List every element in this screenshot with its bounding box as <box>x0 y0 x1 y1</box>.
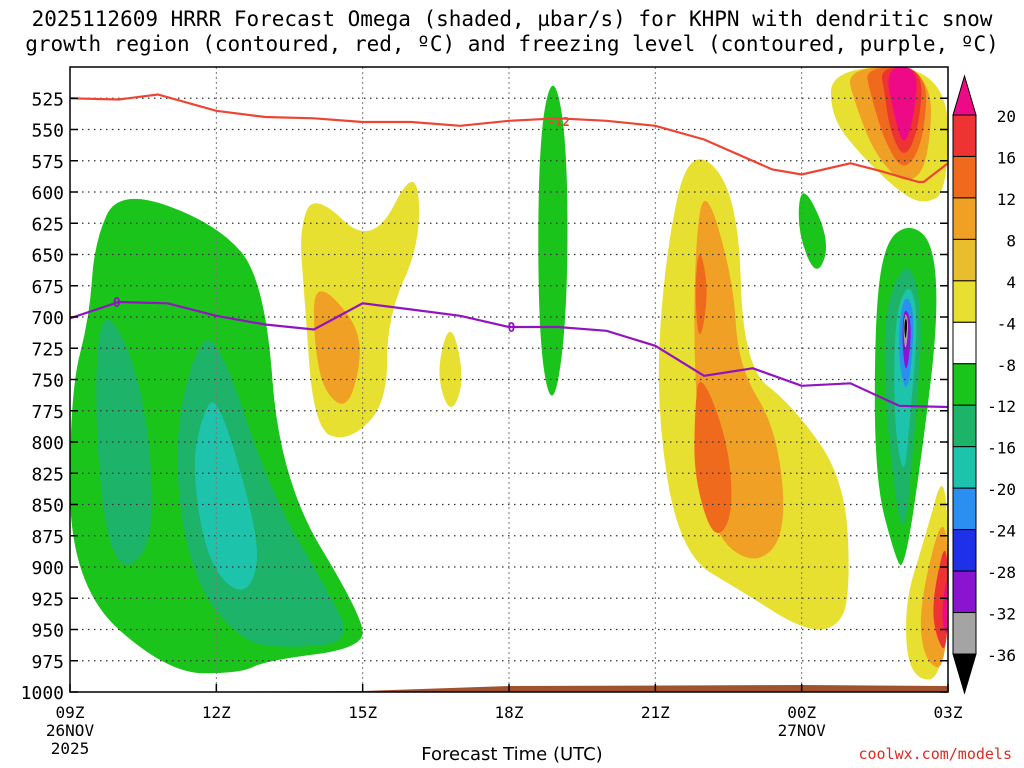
colorbar-label: 8 <box>1006 231 1016 250</box>
x-tick-label-21Z: 21Z <box>641 703 670 722</box>
dgz-contour-line <box>69 93 949 184</box>
colorbar-label: -8 <box>997 356 1016 375</box>
y-tick-label-725: 725 <box>31 339 64 360</box>
omega-region-magenta-br <box>942 582 948 633</box>
colorbar-top-triangle <box>952 74 977 116</box>
omega-region-cyan-left <box>194 402 257 590</box>
credit-text[interactable]: coolwx.com/models <box>858 745 1012 763</box>
colorbar-segment <box>952 155 977 199</box>
y-tick-label-850: 850 <box>31 496 64 517</box>
colorbar-label: 12 <box>997 190 1016 209</box>
colorbar-label: 4 <box>1006 273 1016 292</box>
y-tick-label-975: 975 <box>31 652 64 673</box>
dgz-contour-label: -12 <box>548 115 570 129</box>
colorbar-label: -32 <box>987 605 1016 624</box>
colorbar-label: -20 <box>987 480 1016 499</box>
x-tick-label-12Z: 12Z <box>202 703 231 722</box>
y-tick-label-900: 900 <box>31 558 64 579</box>
y-tick-label-575: 575 <box>31 152 64 173</box>
colorbar-label: -4 <box>997 314 1016 333</box>
colorbar-segment <box>952 570 977 614</box>
x-tick-sublabel-00Z: 27NOV <box>778 721 827 740</box>
y-tick-label-700: 700 <box>31 308 64 329</box>
colorbar-label: -24 <box>987 522 1016 541</box>
x-tick-year-09Z: 2025 <box>51 739 90 758</box>
x-tick-label-03Z: 03Z <box>934 703 963 722</box>
omega-region-green-19z <box>538 85 568 396</box>
omega-region-dkorange-21z-2 <box>694 382 732 534</box>
x-tick-sublabel-09Z: 26NOV <box>46 721 95 740</box>
colorbar-segment <box>952 321 977 365</box>
y-tick-label-875: 875 <box>31 527 64 548</box>
colorbar-segment <box>952 114 977 157</box>
x-tick-label-09Z: 09Z <box>56 703 85 722</box>
freezing-level-label-2: 0 <box>508 321 516 336</box>
y-tick-label-925: 925 <box>31 589 64 610</box>
omega-region-green-00z <box>798 193 827 269</box>
grid-lines <box>70 67 948 692</box>
colorbar-label: 20 <box>997 107 1016 126</box>
omega-region-magenta-top <box>888 67 917 141</box>
colorbar-segment <box>952 487 977 531</box>
omega-region-orange-15z <box>313 291 360 404</box>
colorbar-segment <box>952 197 977 240</box>
omega-region-yellow-17z <box>439 331 462 407</box>
chart-title-line1: 2025112609 HRRR Forecast Omega (shaded, … <box>31 7 993 31</box>
y-tick-label-750: 750 <box>31 371 64 392</box>
y-tick-label-825: 825 <box>31 464 64 485</box>
colorbar-segment <box>952 446 977 489</box>
y-tick-label-950: 950 <box>31 621 64 642</box>
colorbar-label: -16 <box>987 439 1016 458</box>
chart-title-line2: growth region (contoured, red, ºC) and f… <box>25 32 999 56</box>
freezing-level-line <box>69 300 949 409</box>
colorbar-segment <box>952 404 977 448</box>
y-tick-label-525: 525 <box>31 89 64 110</box>
y-tick-label-775: 775 <box>31 402 64 423</box>
colorbar: 20 16 12 8 4 -4 -8 -12 -16 -20 -24 -28 -32 -36 <box>952 74 1016 695</box>
x-axis-label: Forecast Time (UTC) <box>421 744 603 765</box>
colorbar-segment <box>952 612 977 655</box>
axes: 525 550 575 600 625 650 675 700 725 750 775 800 825 8… <box>21 66 963 758</box>
y-tick-label-800: 800 <box>31 433 64 454</box>
freezing-level-label-1: 0 <box>113 296 121 311</box>
colorbar-segment <box>952 280 977 323</box>
x-tick-label-00Z: 00Z <box>787 703 816 722</box>
y-tick-label-600: 600 <box>31 183 64 204</box>
y-tick-label-675: 675 <box>31 277 64 298</box>
colorbar-segment <box>952 238 977 282</box>
colorbar-label: -12 <box>987 397 1016 416</box>
colorbar-label: -28 <box>987 563 1016 582</box>
colorbar-bottom-triangle <box>952 653 977 695</box>
colorbar-label: -36 <box>987 646 1016 665</box>
colorbar-segment <box>952 529 977 572</box>
colorbar-segment <box>952 363 977 406</box>
omega-region-dkorange-21z <box>695 254 707 335</box>
x-tick-label-18Z: 18Z <box>495 703 524 722</box>
y-tick-label-650: 650 <box>31 246 64 267</box>
x-tick-label-15Z: 15Z <box>348 703 377 722</box>
omega-region-black-right <box>904 318 907 338</box>
colorbar-label: 16 <box>997 148 1016 167</box>
contour-lines: -12 0 0 <box>69 93 949 409</box>
y-tick-label-550: 550 <box>31 121 64 142</box>
y-tick-label-625: 625 <box>31 214 64 235</box>
y-tick-label-1000: 1000 <box>21 683 64 704</box>
